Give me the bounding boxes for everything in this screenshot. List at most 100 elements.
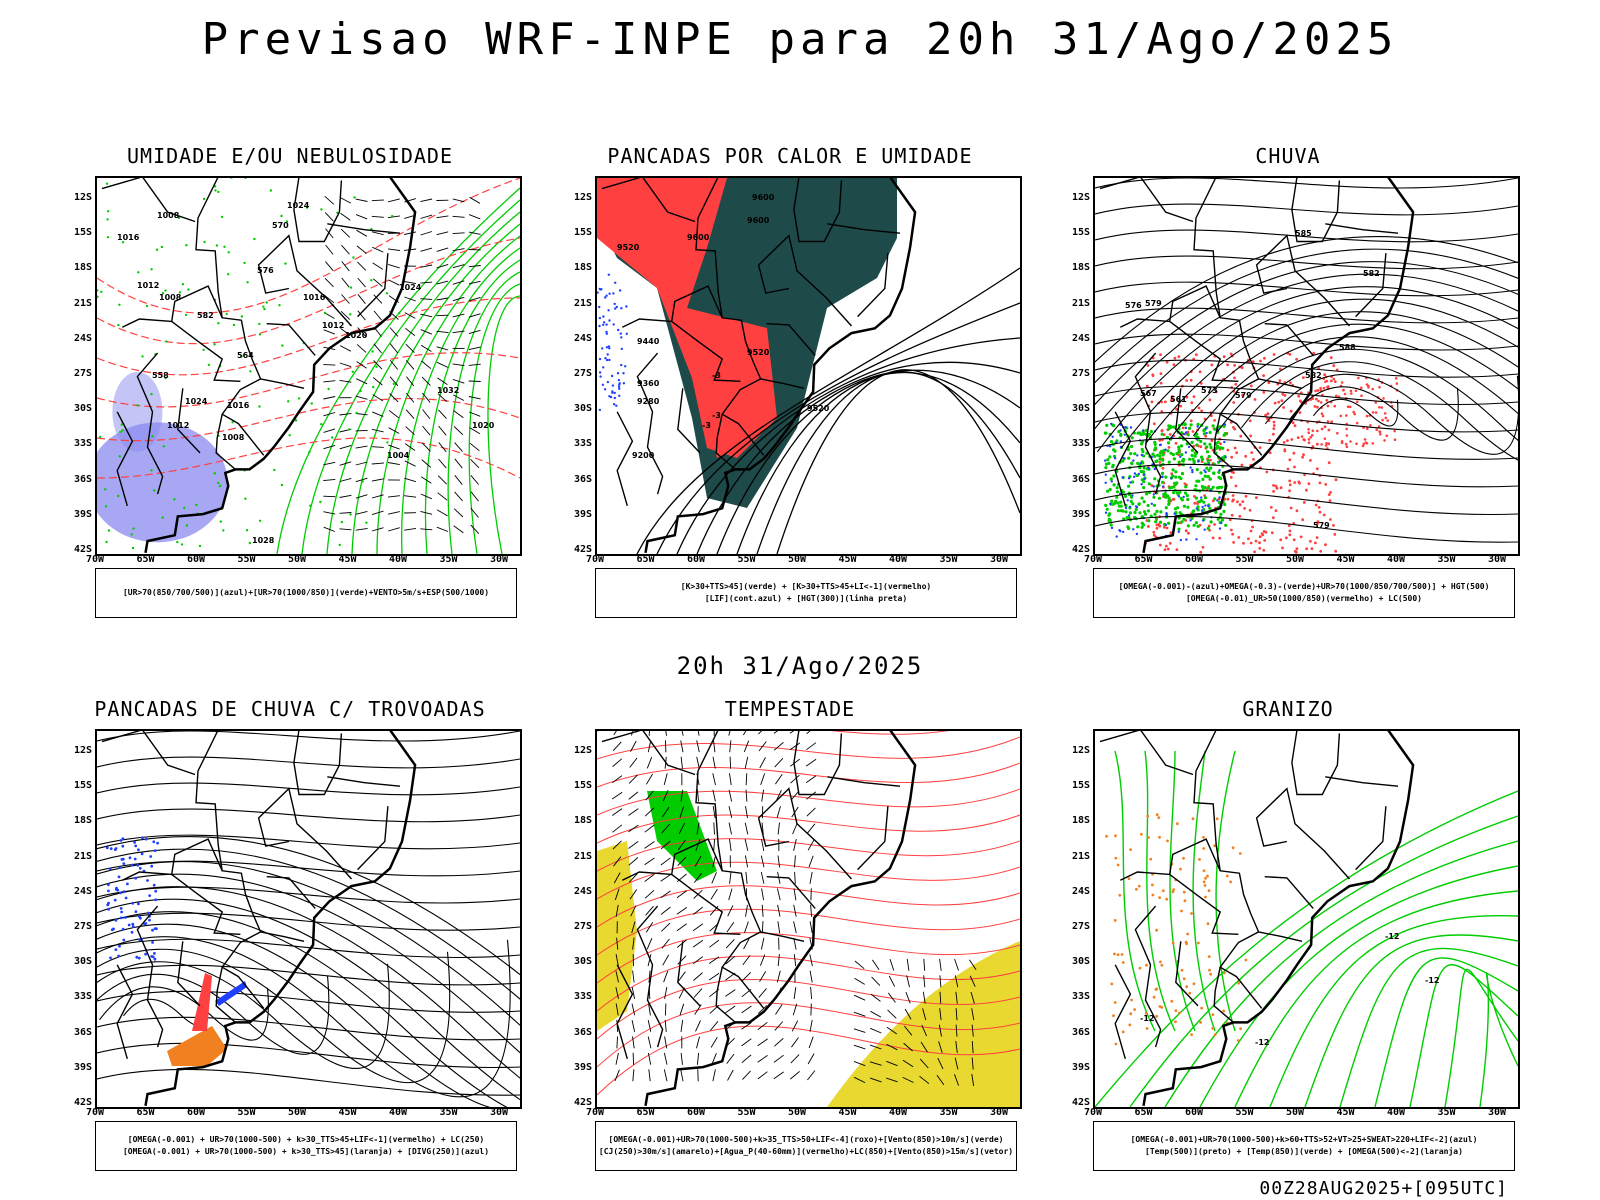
wind-vector <box>954 958 959 971</box>
wind-vector <box>743 740 750 753</box>
field-dot <box>1145 963 1148 967</box>
field-dot <box>1231 532 1234 536</box>
border-line <box>616 411 634 506</box>
field-dot <box>1219 446 1223 450</box>
field-dot <box>1251 360 1255 364</box>
field-dot <box>609 395 613 399</box>
field-dot <box>1279 538 1283 542</box>
wind-vector <box>660 922 671 932</box>
wind-vector <box>741 1038 752 1047</box>
panel-title: UMIDADE E/OU NEBULOSIDADE <box>126 144 454 168</box>
wind-vector <box>372 262 384 270</box>
field-dot <box>1258 446 1262 449</box>
field-dot <box>1329 356 1333 359</box>
wind-vector <box>761 921 764 934</box>
wind-vector <box>920 1041 928 1053</box>
map-frame[interactable]: 9600 9600 9520 9600 9440 9520 9360 9280 9520 9200… <box>595 176 1022 556</box>
field-dot <box>1307 438 1311 441</box>
panel-pancadas-trovoadas[interactable]: PANCADAS DE CHUVA C/ TROVOADAS [OMEGA(-0… <box>40 697 540 1177</box>
panel-umidade[interactable]: UMIDADE E/OU NEBULOSIDADE 1008 1016 1012 10… <box>40 144 540 624</box>
map-frame[interactable]: -12 -12 -12 -12 <box>1093 729 1520 1109</box>
contour-label: 1016 <box>227 401 250 410</box>
field-dot <box>1330 420 1334 424</box>
field-dot <box>176 540 179 544</box>
border-line <box>695 178 765 456</box>
wind-vector <box>615 1003 619 1016</box>
wind-vector <box>870 1027 882 1034</box>
field-dot <box>1140 447 1144 451</box>
field-dot <box>1130 436 1134 440</box>
contour-label: -12 <box>1140 1014 1154 1023</box>
field-dot <box>1135 473 1139 478</box>
field-dot <box>217 481 220 485</box>
map-frame[interactable] <box>95 729 522 1109</box>
wind-vector <box>744 838 749 851</box>
streamline <box>97 898 520 1101</box>
wind-vector <box>710 1036 718 1048</box>
contour-label: 1020 <box>345 331 368 340</box>
field-dot <box>1202 869 1206 873</box>
contour-label: 1024 <box>399 283 422 292</box>
field-dot <box>1339 414 1343 418</box>
wind-vector <box>648 1069 651 1082</box>
wind-vector <box>468 396 481 400</box>
wind-vector <box>742 1070 751 1080</box>
field-dot <box>1322 386 1326 390</box>
wind-vector <box>854 977 865 985</box>
field-dot <box>1238 514 1242 518</box>
field-dot <box>620 363 623 367</box>
border-line <box>621 318 672 328</box>
field-dot <box>615 404 618 407</box>
field-dot <box>278 304 281 307</box>
field-dot <box>258 405 261 408</box>
field-dot <box>124 896 128 900</box>
field-dot <box>1135 532 1139 536</box>
field-dot <box>122 938 126 942</box>
coastline <box>1142 178 1415 554</box>
field-dot <box>1162 485 1165 488</box>
field-dot <box>1314 503 1318 507</box>
lon-tick-label: 70W <box>585 554 605 565</box>
map-frame[interactable]: 585 582 576 579 567 561 573 579 582 588 579 <box>1093 176 1520 556</box>
wind-vector <box>453 394 465 401</box>
streamline <box>1095 203 1518 216</box>
lon-tick-label: 55W <box>737 1107 756 1118</box>
lon-tick-label: 45W <box>838 554 857 565</box>
field-dot <box>1196 425 1199 428</box>
field-dot <box>1207 524 1211 528</box>
wind-vector <box>323 444 336 450</box>
panel-pancadas-calor[interactable]: PANCADAS POR CALOR E UMIDADE 9600 9600 952… <box>540 144 1040 624</box>
field-dot <box>1272 424 1276 427</box>
field-dot <box>120 858 124 861</box>
field-dot <box>1272 484 1275 487</box>
field-dot <box>1171 453 1175 457</box>
field-dot <box>1193 501 1197 505</box>
field-dot <box>1124 510 1128 514</box>
panel-granizo[interactable]: GRANIZO -12 -12 -12 -12 [OMEGA(-0.001)+UR>7… <box>1038 697 1538 1177</box>
map-svg <box>597 731 1020 1107</box>
map-frame[interactable] <box>595 729 1022 1109</box>
field-dot <box>1177 450 1181 454</box>
yellow-jet-area <box>827 941 1020 1107</box>
field-dot <box>1394 377 1398 380</box>
wind-vector <box>340 228 351 238</box>
border-line <box>357 806 389 871</box>
field-dot <box>1201 519 1205 522</box>
field-dot <box>119 916 123 920</box>
temp-contour <box>1129 815 1518 1107</box>
panel-tempestade[interactable]: TEMPESTADE [OMEGA(-0.001)+UR>70(1000-500… <box>540 697 1040 1177</box>
field-dot <box>598 305 601 309</box>
map-frame[interactable]: 1008 1016 1012 1008 1016 1012 1020 1024 1024 1016… <box>95 176 522 556</box>
field-dot <box>1155 523 1159 527</box>
wind-vector <box>389 393 399 403</box>
field-dot <box>1164 495 1168 499</box>
panel-chuva[interactable]: CHUVA 585 582 576 579 567 561 573 579 582 588 579 … <box>1038 144 1538 624</box>
field-dot <box>1133 1008 1136 1011</box>
wind-vector <box>677 839 686 851</box>
field-dot <box>1325 379 1329 383</box>
contour-label: 579 <box>1235 391 1252 400</box>
field-dot <box>1229 476 1233 479</box>
wind-vector <box>645 921 654 933</box>
wind-vector <box>644 857 655 866</box>
wind-vector <box>676 890 687 899</box>
